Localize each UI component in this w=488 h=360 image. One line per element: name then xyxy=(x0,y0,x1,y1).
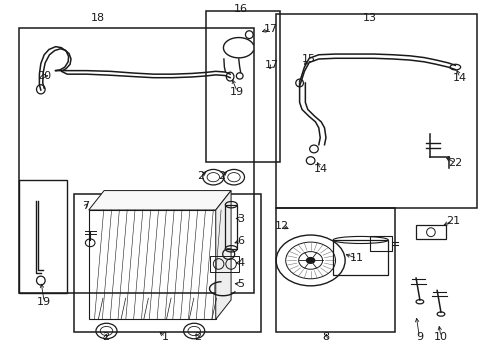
Text: 19: 19 xyxy=(37,297,51,307)
Text: 19: 19 xyxy=(230,87,244,97)
Bar xyxy=(369,237,391,251)
Bar xyxy=(275,208,395,332)
Text: 14: 14 xyxy=(452,73,466,83)
Text: 8: 8 xyxy=(322,332,329,342)
Bar xyxy=(74,194,261,332)
Circle shape xyxy=(305,257,315,264)
Text: 1: 1 xyxy=(162,332,168,342)
Text: 20: 20 xyxy=(37,71,51,81)
Bar xyxy=(89,210,215,319)
Text: 17: 17 xyxy=(264,24,278,34)
Polygon shape xyxy=(89,190,231,210)
Bar xyxy=(275,14,476,208)
Text: 2: 2 xyxy=(218,171,224,181)
Bar xyxy=(415,225,445,239)
Text: 4: 4 xyxy=(237,258,244,268)
Text: 7: 7 xyxy=(81,202,89,211)
Text: 3: 3 xyxy=(237,214,244,224)
Text: 17: 17 xyxy=(264,60,279,70)
Text: 13: 13 xyxy=(362,13,376,23)
Text: 15: 15 xyxy=(302,54,316,64)
Text: 5: 5 xyxy=(237,279,244,289)
Text: 10: 10 xyxy=(433,332,447,342)
Text: 6: 6 xyxy=(237,236,244,246)
Text: 9: 9 xyxy=(415,332,422,342)
Text: 18: 18 xyxy=(91,13,105,23)
Text: 16: 16 xyxy=(234,4,247,14)
Text: 21: 21 xyxy=(445,216,459,226)
Bar xyxy=(19,180,67,293)
Text: 2: 2 xyxy=(102,332,109,342)
Bar xyxy=(332,240,387,275)
Text: 12: 12 xyxy=(274,221,288,231)
Bar xyxy=(225,205,237,249)
Text: 2: 2 xyxy=(197,171,203,181)
Text: 14: 14 xyxy=(313,165,327,174)
Text: 22: 22 xyxy=(447,158,462,168)
Bar xyxy=(206,11,280,162)
Polygon shape xyxy=(215,190,231,319)
Bar xyxy=(19,28,254,293)
Text: 11: 11 xyxy=(349,253,364,263)
Bar xyxy=(209,256,238,273)
Text: 2: 2 xyxy=(194,332,201,342)
